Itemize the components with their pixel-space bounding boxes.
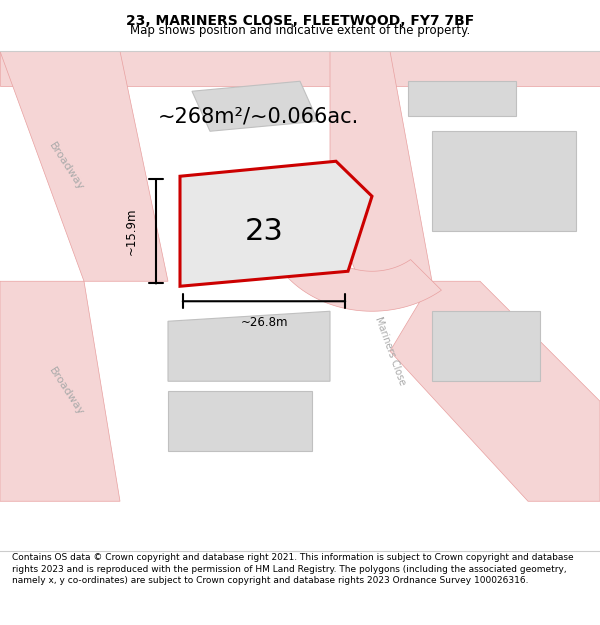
Text: 23: 23 <box>245 217 283 246</box>
Text: Mariners Close: Mariners Close <box>373 316 407 387</box>
Polygon shape <box>408 81 516 116</box>
Polygon shape <box>432 311 540 381</box>
Text: ~26.8m: ~26.8m <box>240 316 288 329</box>
Polygon shape <box>390 281 600 501</box>
Polygon shape <box>168 311 330 381</box>
Polygon shape <box>432 131 576 231</box>
Polygon shape <box>168 391 312 451</box>
Polygon shape <box>192 81 318 131</box>
Polygon shape <box>0 51 168 281</box>
Text: Contains OS data © Crown copyright and database right 2021. This information is : Contains OS data © Crown copyright and d… <box>12 552 574 586</box>
Text: ~268m²/~0.066ac.: ~268m²/~0.066ac. <box>157 106 359 126</box>
Text: Broadway: Broadway <box>47 365 85 418</box>
Text: Broadway: Broadway <box>47 140 85 192</box>
Text: ~15.9m: ~15.9m <box>125 208 138 255</box>
Polygon shape <box>180 161 372 286</box>
Polygon shape <box>330 51 432 281</box>
Polygon shape <box>0 281 120 501</box>
Polygon shape <box>268 234 442 311</box>
Text: 23, MARINERS CLOSE, FLEETWOOD, FY7 7BF: 23, MARINERS CLOSE, FLEETWOOD, FY7 7BF <box>126 14 474 28</box>
Polygon shape <box>0 51 600 86</box>
Text: Map shows position and indicative extent of the property.: Map shows position and indicative extent… <box>130 24 470 37</box>
